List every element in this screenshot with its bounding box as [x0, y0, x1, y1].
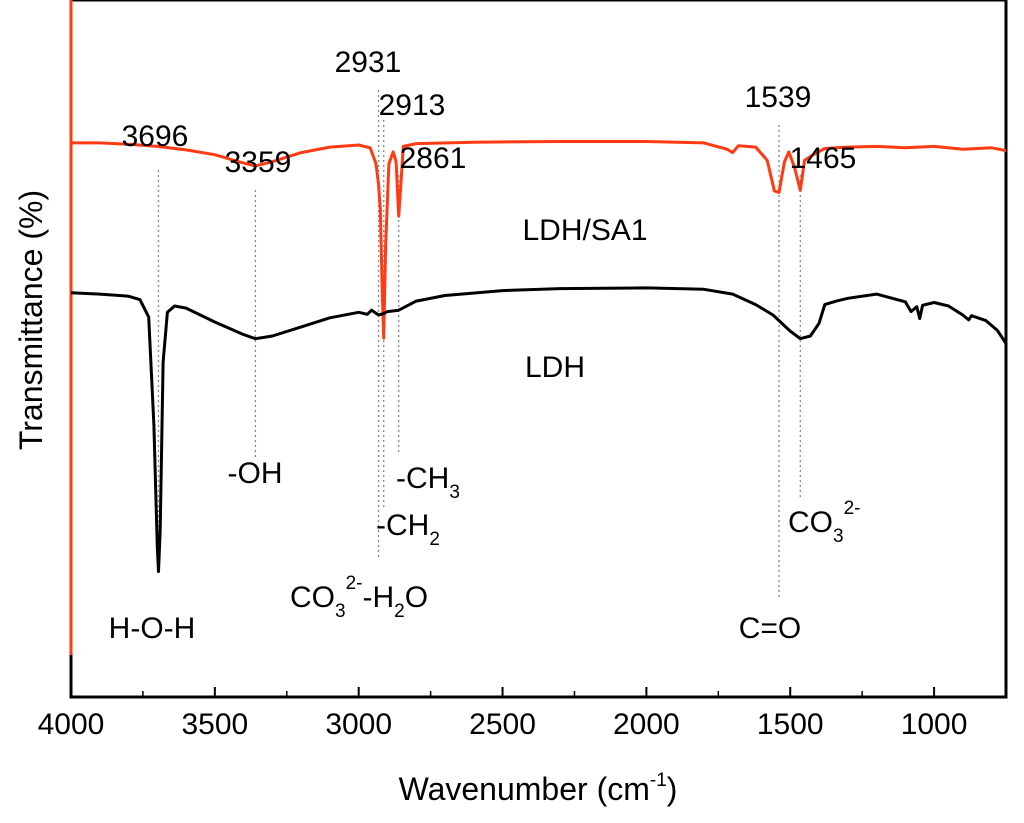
plot-frame	[69, 0, 1008, 699]
assign-label-ch3: -CH3	[396, 462, 460, 503]
x-axis-title: Wavenumber (cm-1)	[399, 770, 678, 807]
assign-label-co3-h2o: CO32--H2O	[290, 573, 428, 622]
peak-label-1465: 1465	[790, 142, 857, 175]
x-ticks: 4000 3500 3000 2500 2000 1500 1000	[38, 687, 968, 741]
assign-label-c-o: C=O	[739, 612, 802, 645]
spectra-series	[70, 140, 1008, 573]
peak-label-2861: 2861	[400, 142, 467, 175]
peak-label-3696: 3696	[122, 120, 189, 153]
x-tick-label-3000: 3000	[325, 708, 392, 741]
x-tick-label-1000: 1000	[901, 708, 968, 741]
series-label-ldh-sa1: LDH/SA1	[522, 214, 647, 247]
y-axis-title: Transmittance (%)	[13, 190, 49, 450]
series-line-ldh-sa1	[71, 140, 1007, 340]
x-tick-label-4000: 4000	[38, 708, 105, 741]
x-tick-label-1500: 1500	[757, 708, 824, 741]
series-label-ldh: LDH	[525, 351, 585, 384]
peak-label-1539: 1539	[745, 81, 812, 114]
x-tick-label-2000: 2000	[613, 708, 680, 741]
peak-label-2913: 2913	[379, 89, 446, 122]
x-tick-label-2500: 2500	[469, 708, 536, 741]
peak-label-2931: 2931	[335, 46, 402, 79]
assign-label-ch2: -CH2	[376, 509, 440, 550]
peak-label-3359: 3359	[225, 146, 292, 179]
x-tick-label-3500: 3500	[181, 708, 248, 741]
assign-label-h-o-h: H-O-H	[109, 612, 196, 645]
assign-label-oh: -OH	[228, 457, 283, 490]
peak-labels: 3696 3359 2931 2913 2861 1539 1465	[122, 46, 857, 179]
series-line-ldh	[70, 286, 1008, 573]
assign-label-co3: CO32-	[788, 498, 860, 547]
